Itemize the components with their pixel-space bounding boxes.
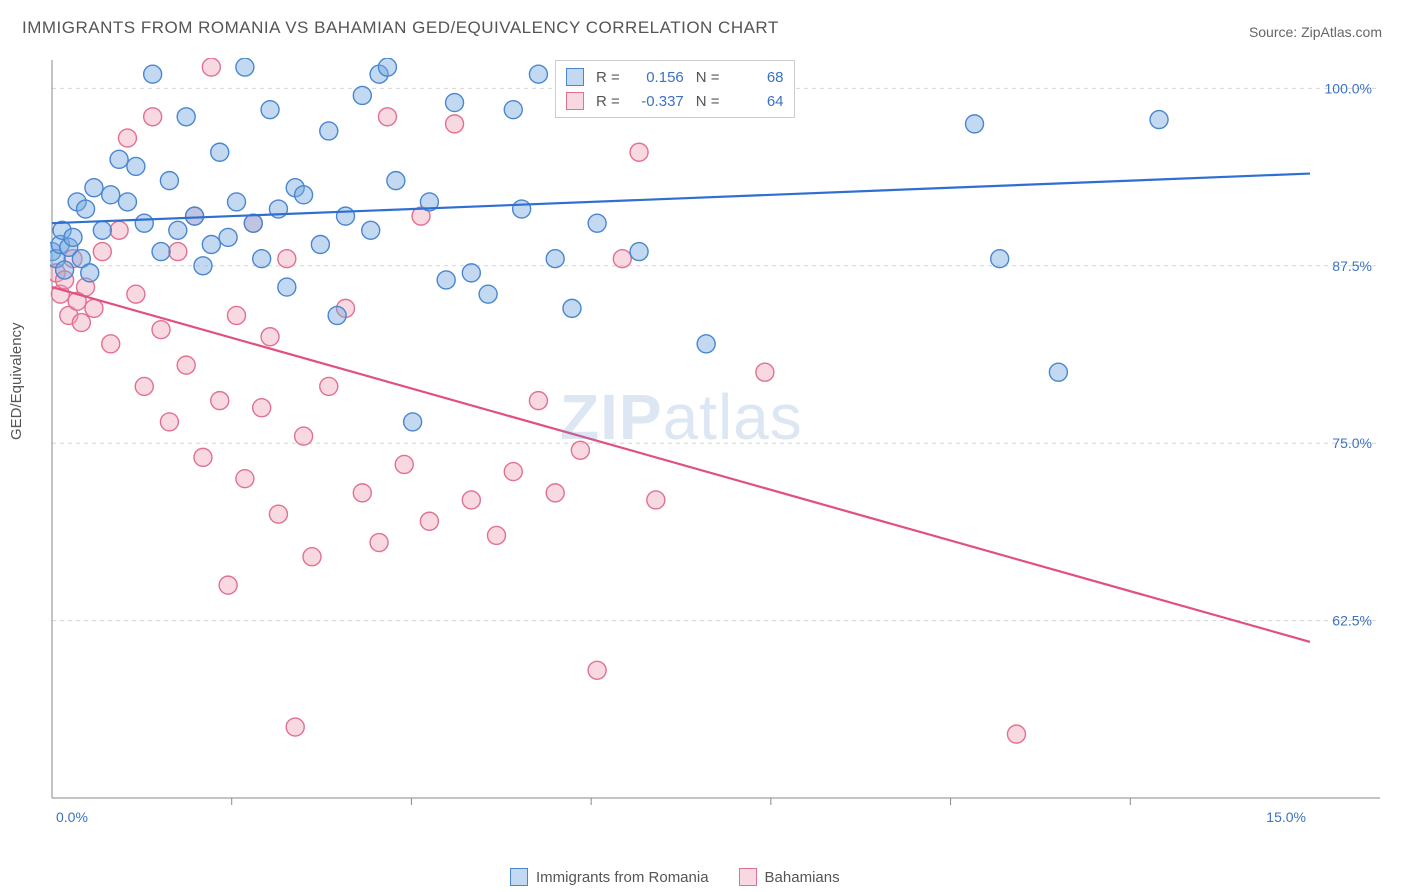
r-label: R = bbox=[596, 69, 620, 86]
svg-text:0.0%: 0.0% bbox=[56, 809, 88, 825]
chart-title: IMMIGRANTS FROM ROMANIA VS BAHAMIAN GED/… bbox=[22, 18, 779, 38]
series-legend: Immigrants from Romania Bahamians bbox=[510, 868, 840, 886]
source-attribution: Source: ZipAtlas.com bbox=[1249, 24, 1382, 40]
svg-text:87.5%: 87.5% bbox=[1332, 258, 1372, 274]
svg-text:75.0%: 75.0% bbox=[1332, 435, 1372, 451]
swatch-icon bbox=[566, 68, 584, 86]
legend-row-romania: R = 0.156 N = 68 bbox=[566, 65, 784, 89]
legend-item-bahamians: Bahamians bbox=[739, 868, 840, 886]
r-value: -0.337 bbox=[632, 93, 684, 110]
scatter-plot: 62.5% 75.0% 87.5% 100.0% 0.0% 15.0% bbox=[50, 58, 1380, 828]
chart-area: 62.5% 75.0% 87.5% 100.0% 0.0% 15.0% bbox=[50, 58, 1380, 828]
n-label: N = bbox=[696, 69, 720, 86]
r-value: 0.156 bbox=[632, 69, 684, 86]
y-axis-label: GED/Equivalency bbox=[8, 322, 25, 440]
correlation-legend: R = 0.156 N = 68 R = -0.337 N = 64 bbox=[555, 60, 795, 118]
swatch-icon bbox=[566, 92, 584, 110]
legend-row-bahamians: R = -0.337 N = 64 bbox=[566, 89, 784, 113]
r-label: R = bbox=[596, 93, 620, 110]
legend-item-romania: Immigrants from Romania bbox=[510, 868, 709, 886]
swatch-icon bbox=[739, 868, 757, 886]
n-value: 68 bbox=[732, 69, 784, 86]
legend-label: Immigrants from Romania bbox=[536, 869, 709, 886]
legend-label: Bahamians bbox=[765, 869, 840, 886]
svg-text:15.0%: 15.0% bbox=[1266, 809, 1306, 825]
swatch-icon bbox=[510, 868, 528, 886]
svg-text:62.5%: 62.5% bbox=[1332, 613, 1372, 629]
svg-text:100.0%: 100.0% bbox=[1325, 80, 1372, 96]
n-value: 64 bbox=[732, 93, 784, 110]
n-label: N = bbox=[696, 93, 720, 110]
